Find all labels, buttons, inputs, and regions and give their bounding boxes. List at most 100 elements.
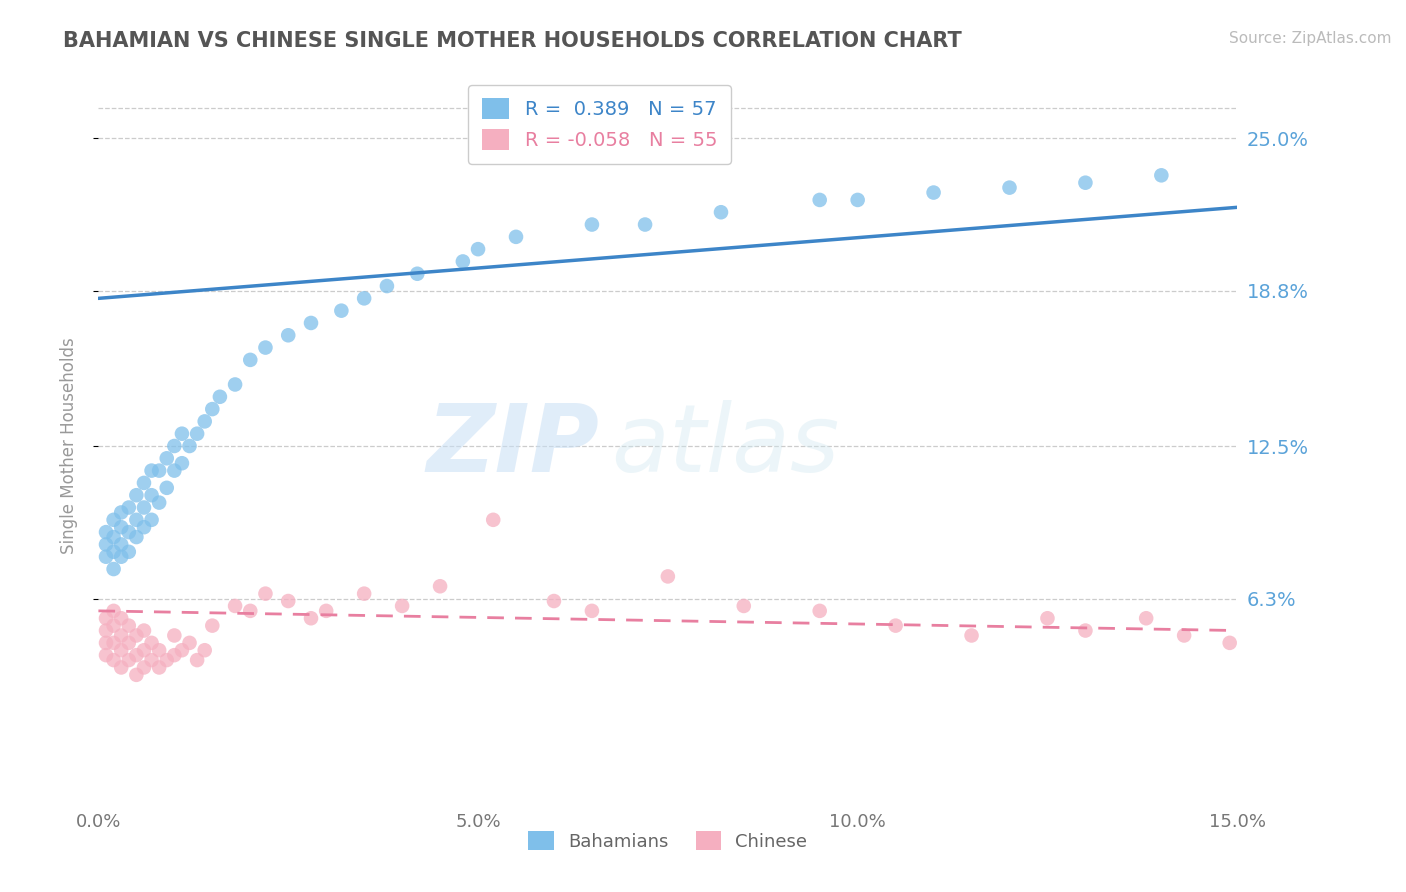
- Point: [808, 604, 831, 618]
- Point: [163, 439, 186, 453]
- Point: [163, 628, 186, 642]
- Legend: Bahamians, Chinese: Bahamians, Chinese: [522, 824, 814, 858]
- Point: [299, 316, 322, 330]
- Point: [148, 464, 170, 478]
- Point: [543, 594, 565, 608]
- Point: [148, 495, 170, 509]
- Point: [125, 648, 148, 662]
- Point: [110, 611, 132, 625]
- Point: [170, 456, 193, 470]
- Point: [208, 390, 231, 404]
- Point: [163, 648, 186, 662]
- Point: [103, 513, 125, 527]
- Point: [846, 193, 869, 207]
- Point: [299, 611, 322, 625]
- Point: [224, 599, 246, 613]
- Point: [170, 643, 193, 657]
- Point: [94, 549, 117, 564]
- Point: [808, 193, 831, 207]
- Point: [581, 218, 603, 232]
- Point: [657, 569, 679, 583]
- Point: [353, 291, 375, 305]
- Point: [94, 611, 117, 625]
- Point: [125, 628, 148, 642]
- Point: [156, 653, 179, 667]
- Point: [125, 488, 148, 502]
- Point: [710, 205, 733, 219]
- Point: [110, 520, 132, 534]
- Point: [170, 426, 193, 441]
- Point: [148, 643, 170, 657]
- Point: [132, 520, 155, 534]
- Point: [277, 328, 299, 343]
- Point: [186, 653, 208, 667]
- Point: [125, 530, 148, 544]
- Point: [118, 618, 141, 632]
- Point: [194, 643, 217, 657]
- Point: [581, 604, 603, 618]
- Point: [118, 545, 141, 559]
- Point: [194, 414, 217, 428]
- Text: Source: ZipAtlas.com: Source: ZipAtlas.com: [1229, 31, 1392, 46]
- Point: [1135, 611, 1157, 625]
- Point: [254, 587, 277, 601]
- Point: [110, 537, 132, 551]
- Point: [110, 549, 132, 564]
- Point: [118, 500, 141, 515]
- Point: [239, 604, 262, 618]
- Point: [103, 530, 125, 544]
- Point: [94, 636, 117, 650]
- Point: [132, 475, 155, 490]
- Point: [110, 505, 132, 519]
- Point: [315, 604, 337, 618]
- Point: [733, 599, 755, 613]
- Point: [998, 180, 1021, 194]
- Point: [186, 426, 208, 441]
- Point: [375, 279, 398, 293]
- Point: [118, 636, 141, 650]
- Point: [125, 668, 148, 682]
- Point: [1173, 628, 1195, 642]
- Point: [1150, 169, 1173, 183]
- Point: [103, 618, 125, 632]
- Point: [156, 451, 179, 466]
- Point: [141, 513, 163, 527]
- Point: [132, 624, 155, 638]
- Point: [148, 660, 170, 674]
- Point: [467, 242, 489, 256]
- Point: [254, 341, 277, 355]
- Text: BAHAMIAN VS CHINESE SINGLE MOTHER HOUSEHOLDS CORRELATION CHART: BAHAMIAN VS CHINESE SINGLE MOTHER HOUSEH…: [63, 31, 962, 51]
- Point: [141, 636, 163, 650]
- Point: [125, 513, 148, 527]
- Point: [118, 525, 141, 540]
- Point: [141, 488, 163, 502]
- Point: [179, 636, 201, 650]
- Point: [94, 648, 117, 662]
- Point: [110, 643, 132, 657]
- Point: [141, 464, 163, 478]
- Text: atlas: atlas: [612, 401, 839, 491]
- Point: [132, 643, 155, 657]
- Point: [505, 230, 527, 244]
- Point: [634, 218, 657, 232]
- Point: [110, 628, 132, 642]
- Point: [1219, 636, 1241, 650]
- Point: [94, 537, 117, 551]
- Point: [163, 464, 186, 478]
- Point: [118, 653, 141, 667]
- Point: [239, 352, 262, 367]
- Point: [94, 525, 117, 540]
- Point: [1074, 176, 1097, 190]
- Point: [1036, 611, 1059, 625]
- Point: [103, 653, 125, 667]
- Point: [103, 562, 125, 576]
- Point: [201, 402, 224, 417]
- Point: [353, 587, 375, 601]
- Point: [201, 618, 224, 632]
- Point: [132, 500, 155, 515]
- Point: [1074, 624, 1097, 638]
- Point: [922, 186, 945, 200]
- Point: [179, 439, 201, 453]
- Point: [156, 481, 179, 495]
- Point: [451, 254, 474, 268]
